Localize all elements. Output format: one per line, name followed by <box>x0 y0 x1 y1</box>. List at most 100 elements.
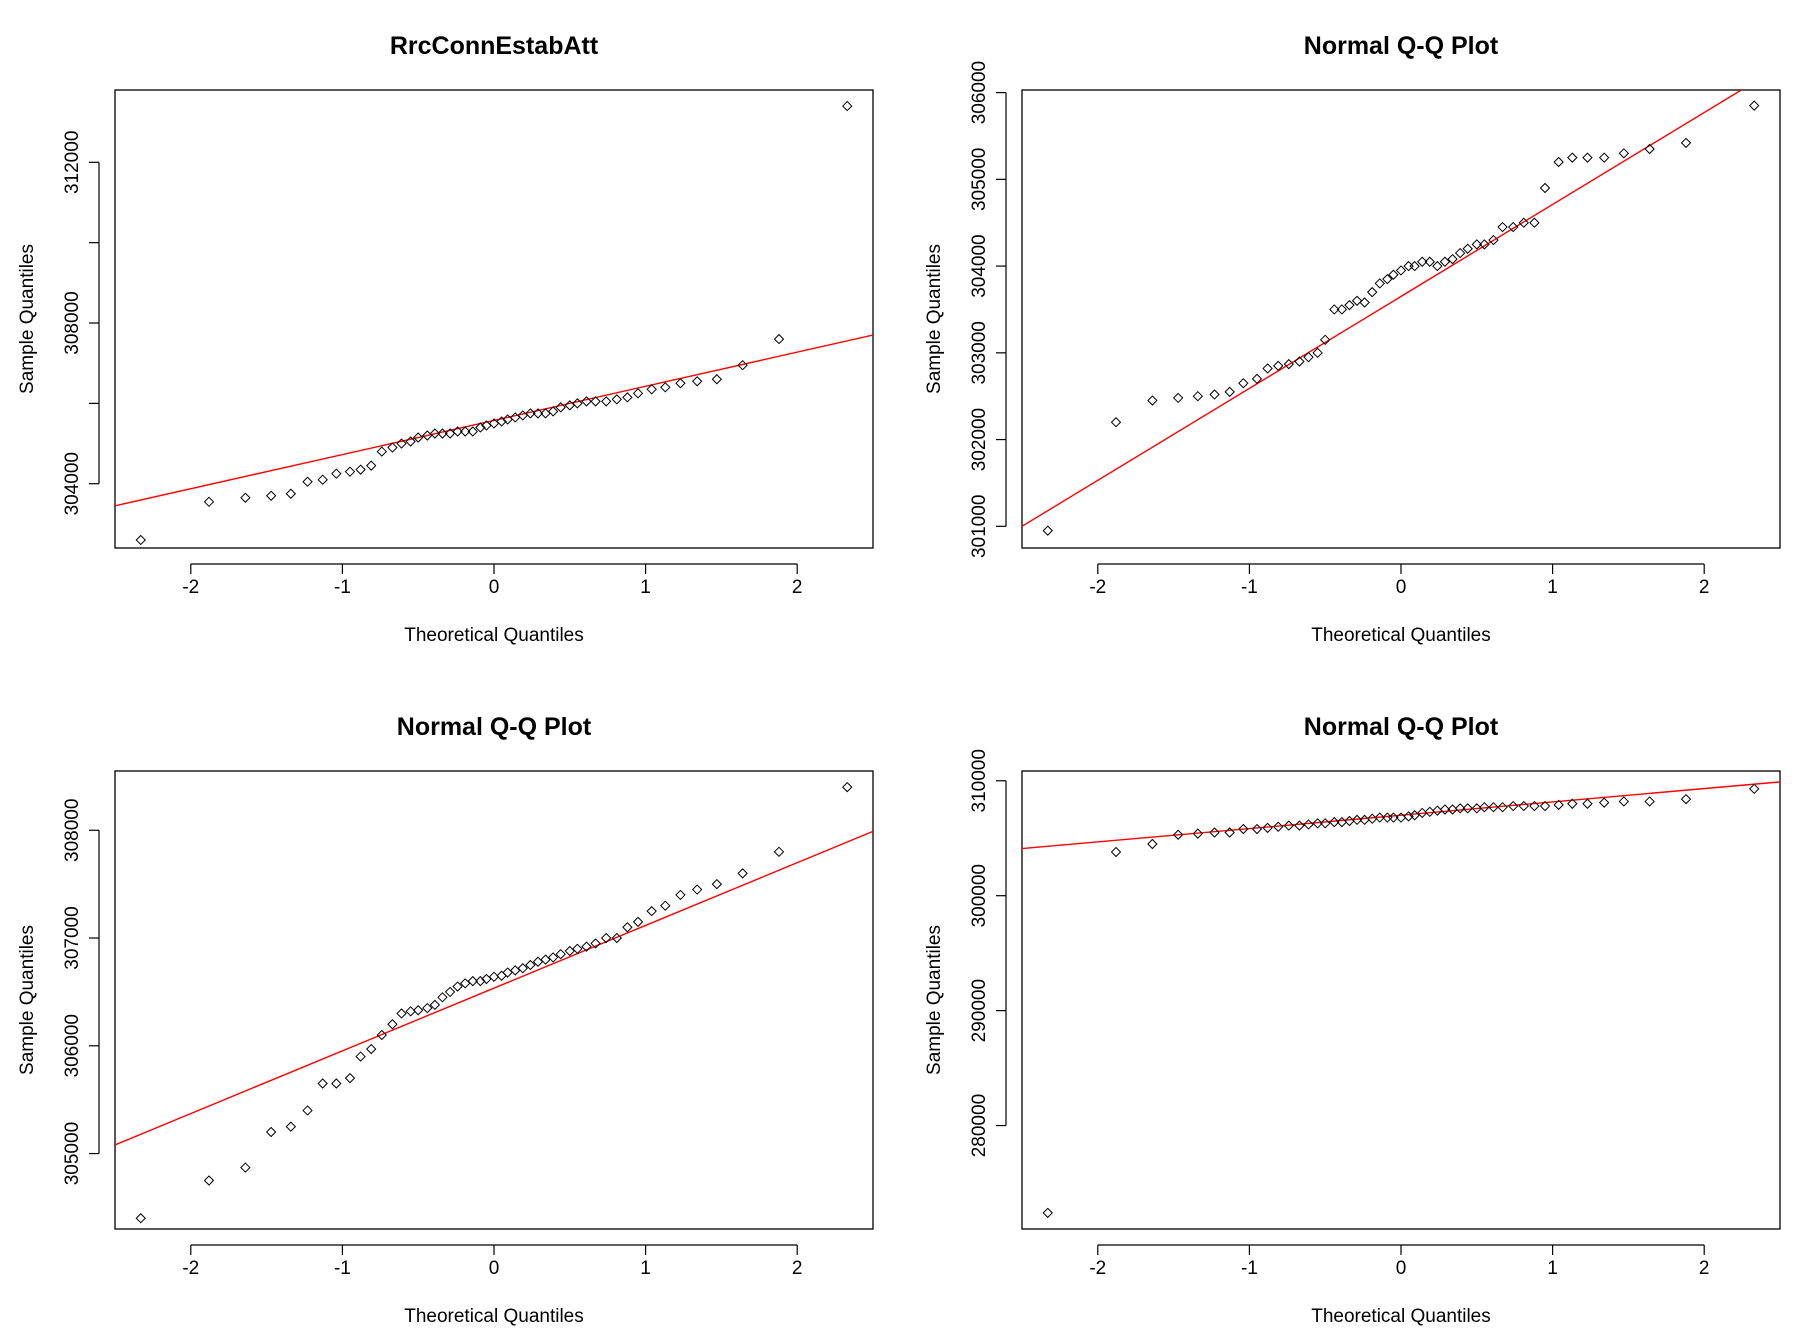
data-point <box>1529 217 1540 228</box>
chart-title: Normal Q-Q Plot <box>1304 713 1499 741</box>
x-axis-label: Theoretical Quantiles <box>1311 1306 1491 1327</box>
y-tick-label: 290000 <box>969 979 990 1042</box>
x-tick-label: -2 <box>182 1258 199 1279</box>
data-point <box>1238 823 1249 835</box>
data-point <box>412 1005 424 1016</box>
x-tick-label: -2 <box>1089 577 1106 598</box>
data-point <box>1251 823 1263 835</box>
qq-reference-line <box>115 334 873 507</box>
data-point <box>611 932 623 944</box>
plot-area <box>115 781 873 1224</box>
x-tick-label: -2 <box>182 577 199 598</box>
data-point <box>581 941 592 952</box>
data-point <box>1618 796 1630 807</box>
data-point <box>331 468 342 479</box>
data-point <box>285 488 297 499</box>
data-point <box>1319 818 1331 829</box>
data-point <box>302 476 313 487</box>
data-point <box>240 1162 251 1173</box>
plot-frame <box>1021 89 1781 549</box>
chart-title: Normal Q-Q Plot <box>1304 32 1499 60</box>
data-point <box>1147 395 1158 406</box>
data-point <box>344 1072 356 1084</box>
data-point <box>525 959 536 971</box>
y-axis-label: Sample Quantiles <box>17 244 38 394</box>
qq-panel-2: Normal Q-Q Plot -2 -1 0 1 2 Theoretical Quanti… <box>924 32 1781 646</box>
data-point <box>265 1126 277 1138</box>
qq-panel-3: Normal Q-Q Plot -2 -1 0 1 2 Theoretical Quanti… <box>17 713 874 1327</box>
data-point <box>1553 799 1564 811</box>
x-tick-label: 2 <box>792 577 803 598</box>
data-point <box>1424 256 1436 267</box>
data-point <box>1388 812 1399 823</box>
data-point <box>1553 156 1564 168</box>
x-axis-label: Theoretical Quantiles <box>404 1306 584 1327</box>
data-point <box>1192 828 1204 839</box>
x-tick-label: -2 <box>1089 1258 1106 1279</box>
data-point <box>555 402 566 413</box>
data-point <box>1172 392 1184 404</box>
data-point <box>1110 846 1122 858</box>
data-point <box>444 986 456 998</box>
data-point <box>1432 260 1443 272</box>
data-point <box>405 436 416 447</box>
data-point <box>481 973 492 985</box>
data-point <box>387 442 398 453</box>
data-point <box>203 496 215 508</box>
y-tick-label: 308000 <box>62 799 83 862</box>
data-point <box>1283 358 1295 370</box>
qq-panel-4: Normal Q-Q Plot -2 -1 0 1 2 Theoretical Quanti… <box>924 713 1781 1327</box>
x-tick-label: -1 <box>1241 577 1258 598</box>
data-point <box>1749 783 1760 795</box>
plot-area <box>1022 781 1780 1219</box>
y-tick-label: 303000 <box>969 321 990 384</box>
data-point <box>1382 273 1393 285</box>
data-point <box>547 952 559 963</box>
data-point <box>632 916 644 928</box>
data-point <box>459 426 471 437</box>
y-tick-label: 306000 <box>969 61 990 124</box>
data-point <box>1172 829 1184 840</box>
data-point <box>1417 256 1428 267</box>
data-point <box>1567 152 1578 163</box>
data-point <box>517 410 529 421</box>
plot-frame <box>114 89 874 549</box>
data-point <box>1432 805 1443 816</box>
qq-panel-1: RrcConnEstabAtt -2 -1 0 1 2 Theoretical Quanti… <box>17 32 874 646</box>
data-point <box>387 1019 398 1030</box>
data-point <box>525 408 536 419</box>
plot-area <box>115 100 873 546</box>
x-tick-label: -1 <box>1241 1258 1258 1279</box>
y-tick-label: 307000 <box>62 906 83 969</box>
data-point <box>1507 221 1519 233</box>
data-point <box>1312 347 1323 359</box>
data-point <box>660 382 671 393</box>
data-point <box>572 943 583 955</box>
data-point <box>355 464 366 475</box>
y-tick-label: 302000 <box>969 408 990 471</box>
data-point <box>675 378 686 389</box>
y-axis-label: Sample Quantiles <box>924 925 945 1075</box>
data-point <box>842 781 853 793</box>
chart-title: RrcConnEstabAtt <box>390 32 599 60</box>
data-point <box>496 970 507 981</box>
data-point <box>1454 247 1466 259</box>
data-point <box>1409 260 1420 272</box>
data-point <box>265 490 277 501</box>
data-point <box>396 438 407 449</box>
data-point <box>675 889 686 901</box>
data-point <box>1224 386 1235 398</box>
data-point <box>1582 152 1593 163</box>
y-tick-label: 305000 <box>62 1122 83 1185</box>
data-point <box>1518 800 1530 812</box>
data-point <box>1262 822 1273 834</box>
y-tick-label: 304000 <box>969 234 990 297</box>
x-tick-label: 2 <box>1699 577 1710 598</box>
data-point <box>773 333 785 345</box>
data-point <box>1409 810 1420 821</box>
data-point <box>1192 390 1204 402</box>
x-tick-label: 0 <box>489 577 500 598</box>
data-point <box>1272 360 1284 372</box>
data-point <box>1238 377 1249 389</box>
